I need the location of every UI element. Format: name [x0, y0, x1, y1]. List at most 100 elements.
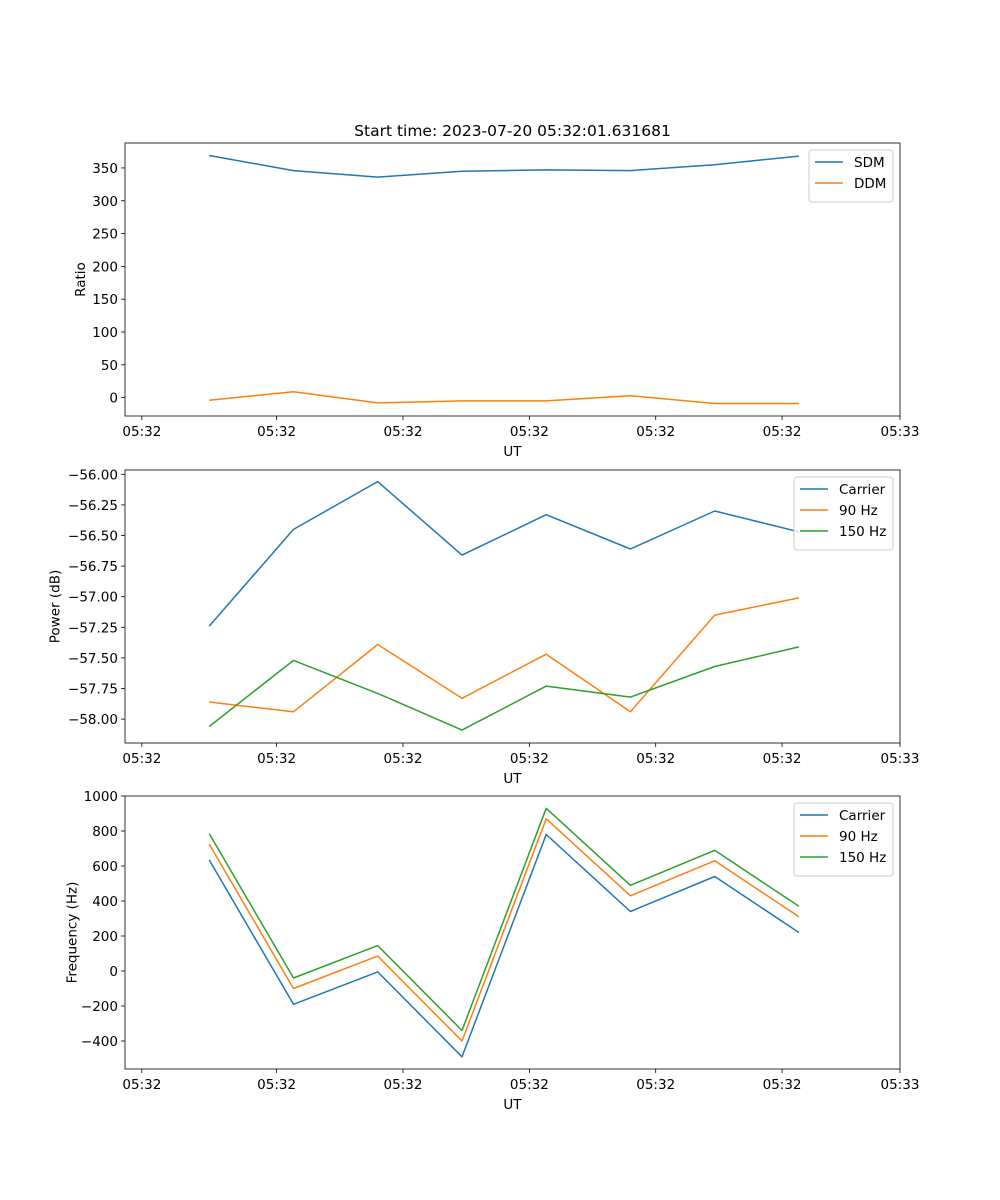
data-point-150-hz [713, 849, 716, 852]
data-point-150-hz [713, 665, 716, 668]
data-point-sdm [208, 154, 211, 157]
x-tick-label: 05:32 [510, 751, 549, 767]
data-point-sdm [797, 155, 800, 158]
y-tick-label: −57.75 [68, 682, 118, 698]
y-tick-label: 400 [92, 894, 118, 910]
data-point-90-hz [797, 596, 800, 599]
y-tick-label: 1000 [84, 789, 118, 805]
data-point-150-hz [629, 884, 632, 887]
data-point-carrier [208, 858, 211, 861]
data-point-sdm [292, 169, 295, 172]
axes-frame [124, 142, 901, 417]
y-tick-label: −56.00 [68, 467, 118, 483]
y-axis-label: Ratio [73, 262, 89, 297]
x-tick-label: 05:32 [122, 1077, 161, 1093]
x-tick-label: 05:32 [122, 424, 161, 440]
data-point-sdm [629, 169, 632, 172]
legend-label: 90 Hz [839, 829, 878, 845]
data-point-90-hz [713, 614, 716, 617]
data-point-carrier [545, 833, 548, 836]
y-tick-label: 50 [101, 358, 118, 374]
data-point-150-hz [292, 659, 295, 662]
legend-label: 150 Hz [839, 850, 886, 866]
subplot-3: 05:32 05:32 05:32 05:32 05:32 05:32 05:33 −400 −… [65, 789, 920, 1113]
data-point-150-hz [376, 692, 379, 695]
data-point-150-hz [797, 905, 800, 908]
legend-label: Carrier [839, 808, 886, 824]
subplot-1: 05:32 05:32 05:32 05:32 05:32 05:32 05:33 0 50 10… [73, 122, 919, 460]
y-tick-label: 0 [109, 964, 118, 980]
legend-label: 90 Hz [839, 503, 878, 519]
subplot-2: 05:32 05:32 05:32 05:32 05:32 05:32 05:33 −58.0… [47, 467, 919, 787]
data-point-150-hz [208, 832, 211, 835]
x-tick-label: 05:32 [384, 751, 423, 767]
data-point-ddm [713, 402, 716, 405]
series-line-carrier [208, 480, 800, 627]
axes-frame [124, 795, 901, 1070]
x-tick-label: 05:32 [763, 751, 802, 767]
x-tick-label: 05:32 [510, 424, 549, 440]
x-tick-label: 05:32 [636, 1077, 675, 1093]
x-tick-label: 05:32 [257, 1077, 296, 1093]
y-tick-label: 150 [92, 292, 118, 308]
data-point-90-hz [292, 710, 295, 713]
data-point-ddm [292, 390, 295, 393]
data-point-carrier [629, 548, 632, 551]
y-tick-label: 200 [92, 259, 118, 275]
y-tick-label: 600 [92, 859, 118, 875]
data-point-carrier [208, 625, 211, 628]
data-point-90-hz [797, 915, 800, 918]
y-tick-label: −58.00 [68, 712, 118, 728]
data-point-carrier [713, 875, 716, 878]
x-tick-label: 05:33 [881, 751, 920, 767]
series-line-90-hz [209, 597, 800, 713]
data-point-90-hz [545, 653, 548, 656]
data-point-90-hz [629, 710, 632, 713]
x-tick-label: 05:32 [763, 1077, 802, 1093]
data-point-150-hz [461, 729, 464, 732]
data-point-ddm [376, 401, 379, 404]
x-tick-label: 05:32 [257, 424, 296, 440]
data-point-sdm [545, 168, 548, 171]
legend: SDM DDM [808, 149, 894, 203]
series-line-ddm [209, 390, 799, 405]
legend-label: Carrier [839, 482, 886, 498]
y-tick-label: −57.50 [68, 651, 118, 667]
x-tick-label: 05:32 [384, 424, 423, 440]
data-point-carrier [713, 510, 716, 513]
legend-label: SDM [854, 155, 885, 171]
legend-label: DDM [854, 176, 886, 192]
data-point-90-hz [713, 859, 716, 862]
series-line-150-hz [208, 646, 800, 731]
data-point-ddm [629, 394, 632, 397]
data-point-carrier [376, 970, 379, 973]
y-tick-label: 250 [92, 227, 118, 243]
data-point-carrier [461, 1055, 464, 1058]
axes-frame [124, 469, 901, 744]
x-tick-label: 05:32 [510, 1077, 549, 1093]
data-point-150-hz [629, 696, 632, 699]
data-point-90-hz [376, 955, 379, 958]
y-tick-label: 350 [92, 161, 118, 177]
x-tick-label: 05:32 [122, 751, 161, 767]
y-axis-label: Power (dB) [47, 570, 63, 643]
data-point-150-hz [376, 944, 379, 947]
series-line-90-hz [208, 818, 800, 1042]
legend: Carrier 90 Hz 150 Hz [793, 802, 894, 877]
x-tick-label: 05:33 [881, 1077, 920, 1093]
data-point-150-hz [292, 977, 295, 980]
data-point-carrier [292, 528, 295, 531]
y-tick-label: 300 [92, 194, 118, 210]
data-point-ddm [208, 399, 211, 402]
chart-title: Start time: 2023-07-20 05:32:01.631681 [354, 122, 671, 140]
data-point-90-hz [292, 987, 295, 990]
y-tick-label: 200 [92, 929, 118, 945]
data-point-150-hz [545, 685, 548, 688]
data-point-carrier [545, 513, 548, 516]
series-line-carrier [208, 833, 800, 1058]
legend-box [808, 149, 894, 203]
y-axis-label: Frequency (Hz) [65, 882, 81, 984]
y-tick-label: 800 [92, 824, 118, 840]
data-point-90-hz [629, 894, 632, 897]
